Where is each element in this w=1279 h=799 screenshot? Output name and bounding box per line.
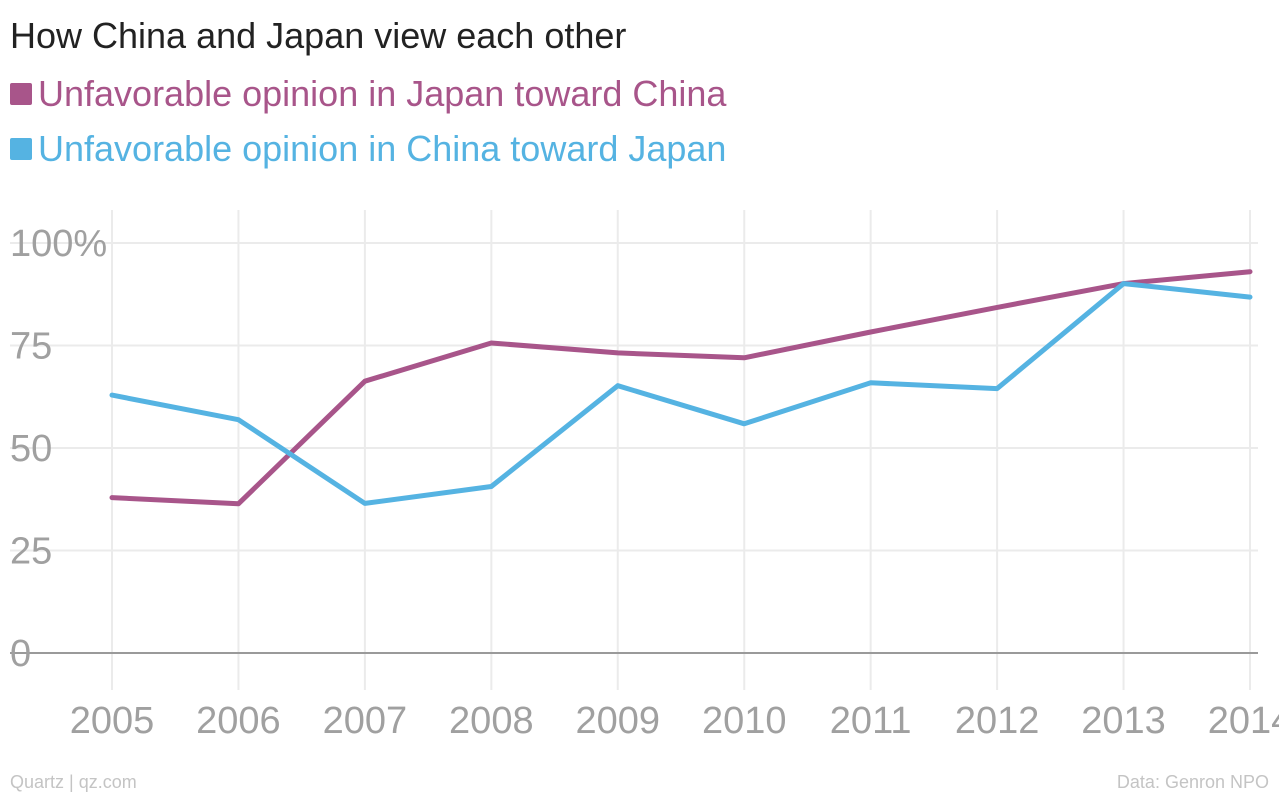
legend-item-china-toward-japan: Unfavorable opinion in China toward Japa…	[10, 127, 726, 171]
grid-lines	[10, 210, 1258, 690]
x-tick-label: 2012	[955, 700, 1040, 742]
y-tick-label: 25	[10, 531, 52, 573]
footer-source-right: Data: Genron NPO	[1116, 772, 1269, 792]
legend-label-japan: Unfavorable opinion in Japan toward Chin…	[38, 73, 727, 114]
x-tick-label: 2008	[449, 700, 534, 742]
legend-swatch-china	[10, 138, 32, 160]
x-tick-label: 2006	[196, 700, 281, 742]
series-lines	[109, 269, 1253, 507]
series-line-0	[109, 269, 1253, 507]
x-tick-label: 2007	[323, 700, 408, 742]
axes: 100% 75 50 25 0 2005 2006 2007 2008 2009 2010 2011 2…	[10, 223, 1279, 742]
footer-source-left: Quartz | qz.com	[10, 772, 137, 792]
legend-label-china: Unfavorable opinion in China toward Japa…	[38, 128, 727, 169]
y-tick-label: 50	[10, 428, 52, 470]
x-tick-label: 2011	[830, 700, 912, 742]
y-tick-label: 0	[10, 633, 31, 675]
chart-title: How China and Japan view each other	[10, 15, 627, 56]
y-tick-label: 100%	[10, 223, 107, 265]
x-tick-label: 2013	[1081, 700, 1166, 742]
legend-swatch-japan	[10, 83, 32, 105]
series-line-1	[109, 281, 1253, 506]
x-tick-label: 2010	[702, 700, 787, 742]
y-tick-label: 75	[10, 326, 52, 368]
legend-item-japan-toward-china: Unfavorable opinion in Japan toward Chin…	[10, 72, 726, 116]
x-tick-label: 2005	[70, 700, 155, 742]
x-tick-label: 2009	[576, 700, 661, 742]
x-tick-label: 2014	[1208, 700, 1279, 742]
